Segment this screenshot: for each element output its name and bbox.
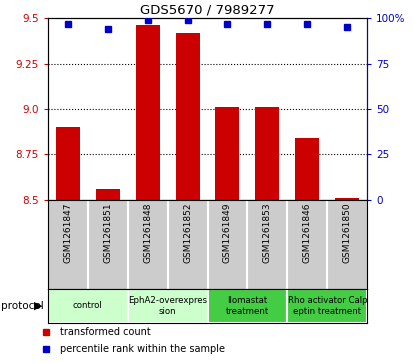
Bar [208, 289, 287, 323]
Title: GDS5670 / 7989277: GDS5670 / 7989277 [140, 4, 275, 17]
Text: Rho activator Calp
eptin treatment: Rho activator Calp eptin treatment [288, 296, 367, 315]
Text: GSM1261853: GSM1261853 [263, 202, 272, 263]
Text: GSM1261847: GSM1261847 [63, 202, 72, 263]
Bar [128, 289, 208, 323]
Bar [256, 107, 279, 200]
Text: GSM1261850: GSM1261850 [343, 202, 352, 263]
Text: transformed count: transformed count [60, 327, 150, 337]
Text: GSM1261848: GSM1261848 [143, 202, 152, 263]
Bar [215, 107, 239, 200]
Text: GSM1261852: GSM1261852 [183, 202, 192, 263]
Text: GSM1261846: GSM1261846 [303, 202, 312, 263]
Text: GSM1261851: GSM1261851 [103, 202, 112, 263]
Bar [56, 127, 80, 200]
Bar [287, 289, 367, 323]
Text: Ilomastat
treatment: Ilomastat treatment [226, 296, 269, 315]
Text: ▶: ▶ [34, 301, 43, 311]
Bar [136, 25, 159, 200]
Bar [95, 189, 120, 200]
Text: percentile rank within the sample: percentile rank within the sample [60, 343, 225, 354]
Text: EphA2-overexpres
sion: EphA2-overexpres sion [128, 296, 207, 315]
Bar [48, 289, 128, 323]
Bar [335, 198, 359, 200]
Text: GSM1261849: GSM1261849 [223, 202, 232, 263]
Bar [176, 33, 200, 200]
Bar [295, 138, 320, 200]
Text: control: control [73, 301, 103, 310]
Text: protocol: protocol [1, 301, 44, 311]
